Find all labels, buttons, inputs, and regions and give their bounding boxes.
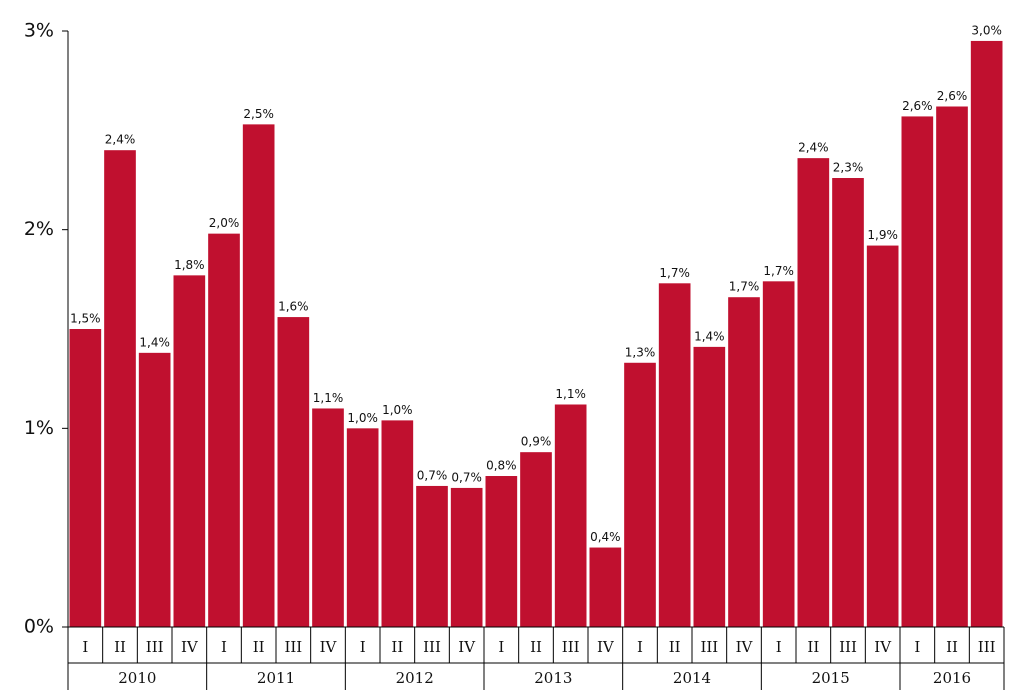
value-label: 2,6% [902,99,933,113]
value-label: 3,0% [971,23,1002,37]
x-tick-label: II [114,638,126,656]
bar [554,404,587,627]
bar [832,178,864,627]
x-tick-label: I [221,638,227,656]
bar [312,408,344,627]
x-tick-label: II [530,638,542,656]
x-tick-label: III [284,638,302,656]
value-label: 0,9% [521,435,552,449]
x-tick-label: IV [458,638,476,656]
group-label: 2011 [257,669,295,687]
value-label: 1,1% [313,391,344,405]
x-tick-label: IV [736,638,754,656]
value-label: 1,6% [278,300,309,314]
value-label: 2,0% [209,216,240,230]
x-tick-label: IV [181,638,199,656]
bar [138,352,171,627]
x-tick-label: I [360,638,366,656]
bar [450,487,483,627]
bar [485,476,518,627]
y-tick-label: 3% [24,20,54,42]
group-label: 2015 [812,669,850,687]
x-tick-label: I [498,638,504,656]
value-label: 0,7% [451,470,482,484]
x-tick-label: IV [874,638,892,656]
y-tick-label: 0% [24,616,54,638]
bar [381,420,414,627]
bar [208,233,240,627]
group-label: 2013 [534,669,572,687]
bar [693,346,726,627]
x-tick-label: IV [320,638,338,656]
bar [589,547,622,627]
x-tick-label: III [146,638,164,656]
x-tick-label: IV [597,638,615,656]
value-label: 1,1% [555,387,586,401]
value-label: 1,4% [139,335,170,349]
bar [242,124,275,627]
x-tick-label: II [391,638,403,656]
x-tick-label: II [946,638,958,656]
bar [901,116,934,627]
bar [970,40,1003,627]
group-label: 2014 [673,669,711,687]
y-tick-label: 1% [24,417,54,439]
bar [936,106,968,627]
bar [762,281,795,627]
x-tick-label: I [776,638,782,656]
bar [624,362,656,627]
x-tick-label: III [423,638,441,656]
bar [520,452,552,627]
group-label: 2010 [118,669,156,687]
value-label: 1,0% [347,411,378,425]
value-label: 1,7% [729,280,760,294]
x-tick-label: III [562,638,580,656]
bar [728,297,760,627]
value-label: 2,5% [243,107,274,121]
value-label: 2,4% [105,133,136,147]
group-label: 2012 [396,669,434,687]
bar [866,245,899,627]
value-label: 2,4% [798,141,829,155]
x-tick-label: II [253,638,265,656]
x-tick-label: I [637,638,643,656]
bar [346,428,379,627]
x-tick-label: II [669,638,681,656]
bar [104,150,136,627]
x-tick-label: III [978,638,996,656]
value-label: 2,6% [937,89,968,103]
x-tick-label: III [839,638,857,656]
value-label: 1,0% [382,403,413,417]
bar [277,317,310,627]
value-label: 2,3% [833,161,864,175]
value-label: 1,9% [867,228,898,242]
value-label: 0,8% [486,459,517,473]
bar [416,485,448,627]
x-tick-label: II [807,638,819,656]
x-tick-label: I [914,638,920,656]
bar [658,283,691,627]
bar [173,275,206,627]
group-label: 2016 [933,669,971,687]
value-label: 1,7% [659,266,690,280]
x-tick-label: I [82,638,88,656]
bar [797,158,830,627]
value-label: 1,3% [625,345,656,359]
value-label: 1,4% [694,329,725,343]
value-label: 1,8% [174,258,205,272]
x-tick-label: III [700,638,718,656]
value-label: 0,7% [417,468,448,482]
value-label: 1,5% [70,312,101,326]
bar [69,329,102,627]
value-label: 0,4% [590,530,621,544]
value-label: 1,7% [763,264,794,278]
y-tick-label: 2% [24,218,54,240]
